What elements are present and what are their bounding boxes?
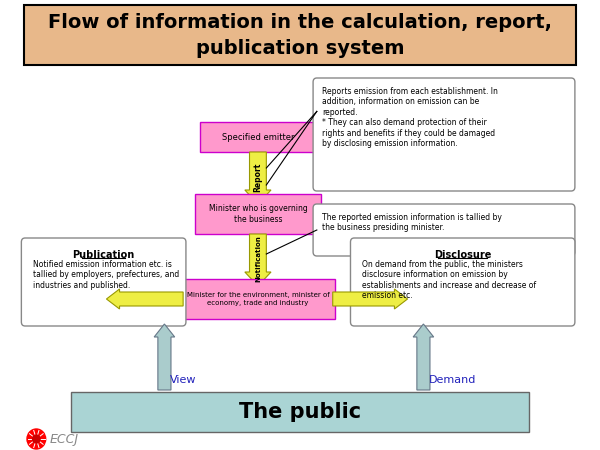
Text: Disclosure: Disclosure bbox=[434, 250, 491, 260]
Text: Minister for the environment, minister of
economy, trade and industry: Minister for the environment, minister o… bbox=[187, 292, 329, 306]
Text: Reports emission from each establishment. In
addition, information on emission c: Reports emission from each establishment… bbox=[322, 87, 499, 148]
Text: ECCJ: ECCJ bbox=[49, 432, 79, 446]
Text: On demand from the public, the ministers
disclosure information on emission by
e: On demand from the public, the ministers… bbox=[362, 260, 536, 300]
FancyBboxPatch shape bbox=[22, 238, 186, 326]
Text: Flow of information in the calculation, report,: Flow of information in the calculation, … bbox=[48, 13, 552, 32]
FancyBboxPatch shape bbox=[200, 122, 316, 152]
FancyArrow shape bbox=[333, 289, 407, 309]
FancyArrow shape bbox=[154, 324, 175, 390]
FancyBboxPatch shape bbox=[195, 194, 320, 234]
FancyBboxPatch shape bbox=[313, 78, 575, 191]
Text: Specified emitter: Specified emitter bbox=[221, 132, 294, 141]
Text: publication system: publication system bbox=[196, 39, 404, 58]
Text: The public: The public bbox=[239, 402, 361, 422]
FancyBboxPatch shape bbox=[313, 204, 575, 256]
Text: Demand: Demand bbox=[429, 375, 476, 385]
FancyBboxPatch shape bbox=[350, 238, 575, 326]
FancyArrow shape bbox=[245, 152, 271, 204]
FancyArrow shape bbox=[106, 289, 183, 309]
Text: The reported emission information is tallied by
the business presiding minister.: The reported emission information is tal… bbox=[322, 213, 502, 232]
Text: Notified emission information etc. is
tallied by employers, prefectures, and
ind: Notified emission information etc. is ta… bbox=[32, 260, 179, 290]
FancyBboxPatch shape bbox=[71, 392, 529, 432]
Circle shape bbox=[27, 429, 46, 449]
FancyArrow shape bbox=[413, 324, 434, 390]
FancyArrow shape bbox=[245, 234, 271, 286]
Text: View: View bbox=[170, 375, 197, 385]
FancyBboxPatch shape bbox=[181, 279, 335, 319]
Text: Publication: Publication bbox=[73, 250, 135, 260]
Circle shape bbox=[32, 435, 40, 443]
Text: Minister who is governing
the business: Minister who is governing the business bbox=[209, 204, 307, 224]
Text: Report: Report bbox=[253, 162, 262, 192]
Text: Notification: Notification bbox=[255, 236, 261, 283]
FancyBboxPatch shape bbox=[24, 5, 576, 65]
